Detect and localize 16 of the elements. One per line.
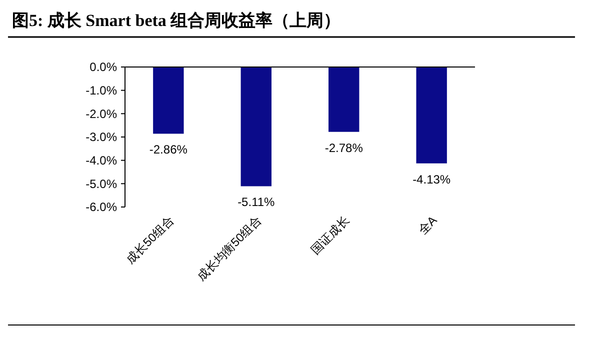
x-tick-label: 成长均衡50组合 [194, 213, 264, 284]
data-label: -2.86% [149, 142, 188, 157]
data-label: -4.13% [412, 172, 451, 186]
y-tick-label: -2.0% [86, 106, 118, 121]
x-tick-label: 全A [416, 213, 440, 238]
y-tick-label: -6.0% [86, 200, 118, 214]
y-tick-label: 0.0% [90, 60, 118, 74]
y-tick-label: -5.0% [86, 176, 118, 191]
data-label: -5.11% [238, 195, 276, 210]
x-tick-label: 成长50组合 [123, 213, 177, 267]
y-tick-label: -1.0% [86, 84, 118, 98]
y-tick-label: -4.0% [86, 154, 118, 168]
y-tick-label: -3.0% [86, 130, 118, 144]
chart-title: 图5: 成长 Smart beta 组合周收益率（上周） [12, 11, 341, 30]
x-tick-label: 国证成长 [308, 213, 352, 258]
data-label: -2.78% [324, 140, 364, 155]
